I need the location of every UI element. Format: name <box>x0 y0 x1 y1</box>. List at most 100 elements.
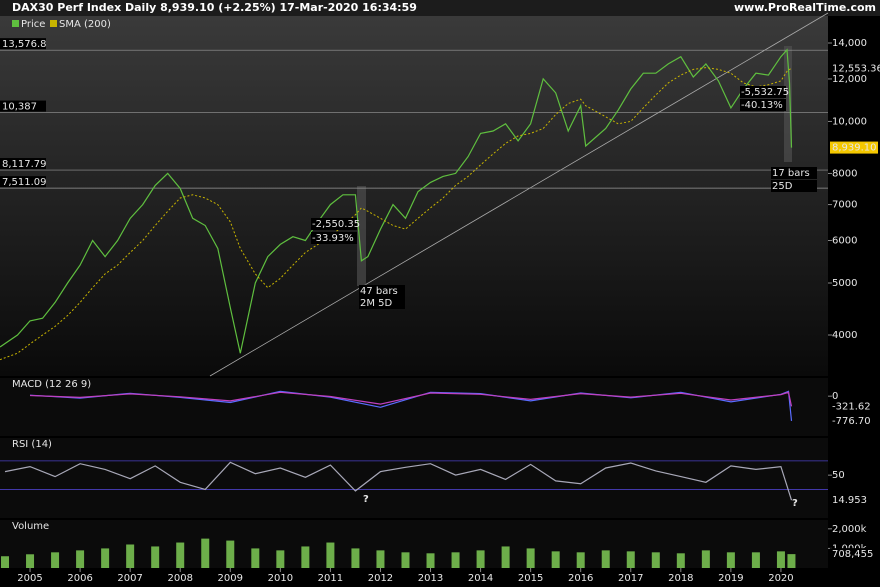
level-box <box>0 38 46 50</box>
legend-label: SMA (200) <box>59 19 111 30</box>
annotation: -40.13% <box>741 100 783 111</box>
header-bar <box>0 0 880 16</box>
x-tick-label: 2013 <box>418 573 443 584</box>
volume-bar <box>551 551 560 568</box>
volume-bar <box>401 552 410 568</box>
price-tag-label: 14.953 <box>832 495 867 506</box>
volume-bar <box>276 550 285 568</box>
price-tag <box>830 62 878 75</box>
annotation: -2,550.35 <box>312 219 360 230</box>
panel-title: RSI (14) <box>12 439 52 450</box>
price-tag-label: 8,939.10 <box>832 143 877 154</box>
macd-panel <box>0 378 828 436</box>
volume-bar <box>576 552 585 568</box>
annotation: 25D <box>772 181 793 192</box>
x-tick-label: 2011 <box>318 573 343 584</box>
y-tick-label: 10,000 <box>832 116 867 127</box>
price-tag <box>830 141 878 154</box>
volume-bar <box>101 548 110 568</box>
series-line <box>29 391 793 407</box>
x-tick-label: 2012 <box>368 573 393 584</box>
price-tag-label: -776.70 <box>832 416 871 427</box>
volume-bar <box>451 552 460 568</box>
annotation: -5,532.75 <box>741 87 789 98</box>
x-tick-label: 2008 <box>167 573 192 584</box>
rsi-panel <box>0 438 828 518</box>
price-tag <box>830 414 878 427</box>
annotation: ? <box>363 494 369 505</box>
price-tag-label: -321.62 <box>832 401 871 412</box>
x-tick-label: 2007 <box>117 573 142 584</box>
price-tag-label: 708,455 <box>832 549 873 560</box>
range-shade <box>784 46 792 162</box>
volume-bar <box>787 554 796 568</box>
price-tag <box>830 548 878 561</box>
annotation-box <box>359 297 405 309</box>
annotation-box <box>311 232 357 244</box>
volume-bar <box>526 548 535 568</box>
level-box <box>0 100 46 112</box>
volume-bar <box>701 550 710 568</box>
level-box <box>0 158 46 170</box>
annotation: 17 bars <box>772 168 810 179</box>
legend-swatch <box>50 20 57 27</box>
volume-bar <box>326 542 335 568</box>
level-label: 13,576.8 <box>2 39 47 50</box>
volume-bar <box>51 552 60 568</box>
volume-bar <box>151 546 160 568</box>
level-label: 7,511.09 <box>2 177 47 188</box>
level-box <box>0 176 46 188</box>
x-tick-label: 2014 <box>468 573 493 584</box>
x-tick-label: 2020 <box>768 573 793 584</box>
volume-bar <box>601 550 610 568</box>
x-tick-label: 2016 <box>568 573 593 584</box>
site: www.ProRealTime.com <box>734 1 876 14</box>
annotation: -33.93% <box>312 233 354 244</box>
volume-bar <box>1 556 10 568</box>
legend-label: Price <box>21 19 45 30</box>
level-label: 10,387 <box>2 102 37 113</box>
y-tick-label: 50 <box>832 470 845 481</box>
y-tick-label: 5000 <box>832 278 857 289</box>
annotation-box <box>740 99 786 111</box>
volume-bar <box>226 540 235 568</box>
volume-bar <box>376 550 385 568</box>
x-tick-label: 2019 <box>718 573 743 584</box>
volume-bar <box>426 553 435 568</box>
series-line <box>4 461 793 501</box>
volume-bar <box>201 538 210 568</box>
volume-bar <box>26 554 35 568</box>
level-label: 8,117.79 <box>2 159 47 170</box>
annotation: 2M 5D <box>360 298 393 309</box>
volume-bar <box>176 542 185 568</box>
y-tick-label: 8000 <box>832 168 857 179</box>
volume-bar <box>76 550 85 568</box>
y-tick-label: 7000 <box>832 200 857 211</box>
volume-bar <box>501 546 510 568</box>
volume-bar <box>626 551 635 568</box>
legend-swatch <box>12 20 19 27</box>
x-tick-label: 2018 <box>668 573 693 584</box>
annotation-box <box>771 167 817 179</box>
x-tick-label: 2015 <box>518 573 543 584</box>
annotation-box <box>771 180 817 192</box>
y-tick-label: 4000 <box>832 330 857 341</box>
price-tag <box>830 400 878 413</box>
volume-bar <box>751 552 760 568</box>
volume-bar <box>476 550 485 568</box>
volume-bar <box>351 548 360 568</box>
range-shade <box>357 186 366 286</box>
price-tag <box>830 494 878 507</box>
volume-panel <box>0 520 828 568</box>
volume-bar <box>651 552 660 568</box>
x-tick-label: 2010 <box>268 573 293 584</box>
x-tick-label: 2017 <box>618 573 643 584</box>
volume-bar <box>776 551 785 568</box>
annotation-box <box>740 86 786 98</box>
annotation: 47 bars <box>360 286 398 297</box>
annotation-box <box>359 285 405 297</box>
volume-bar <box>301 546 310 568</box>
y-tick-label: 12,000 <box>832 74 867 85</box>
